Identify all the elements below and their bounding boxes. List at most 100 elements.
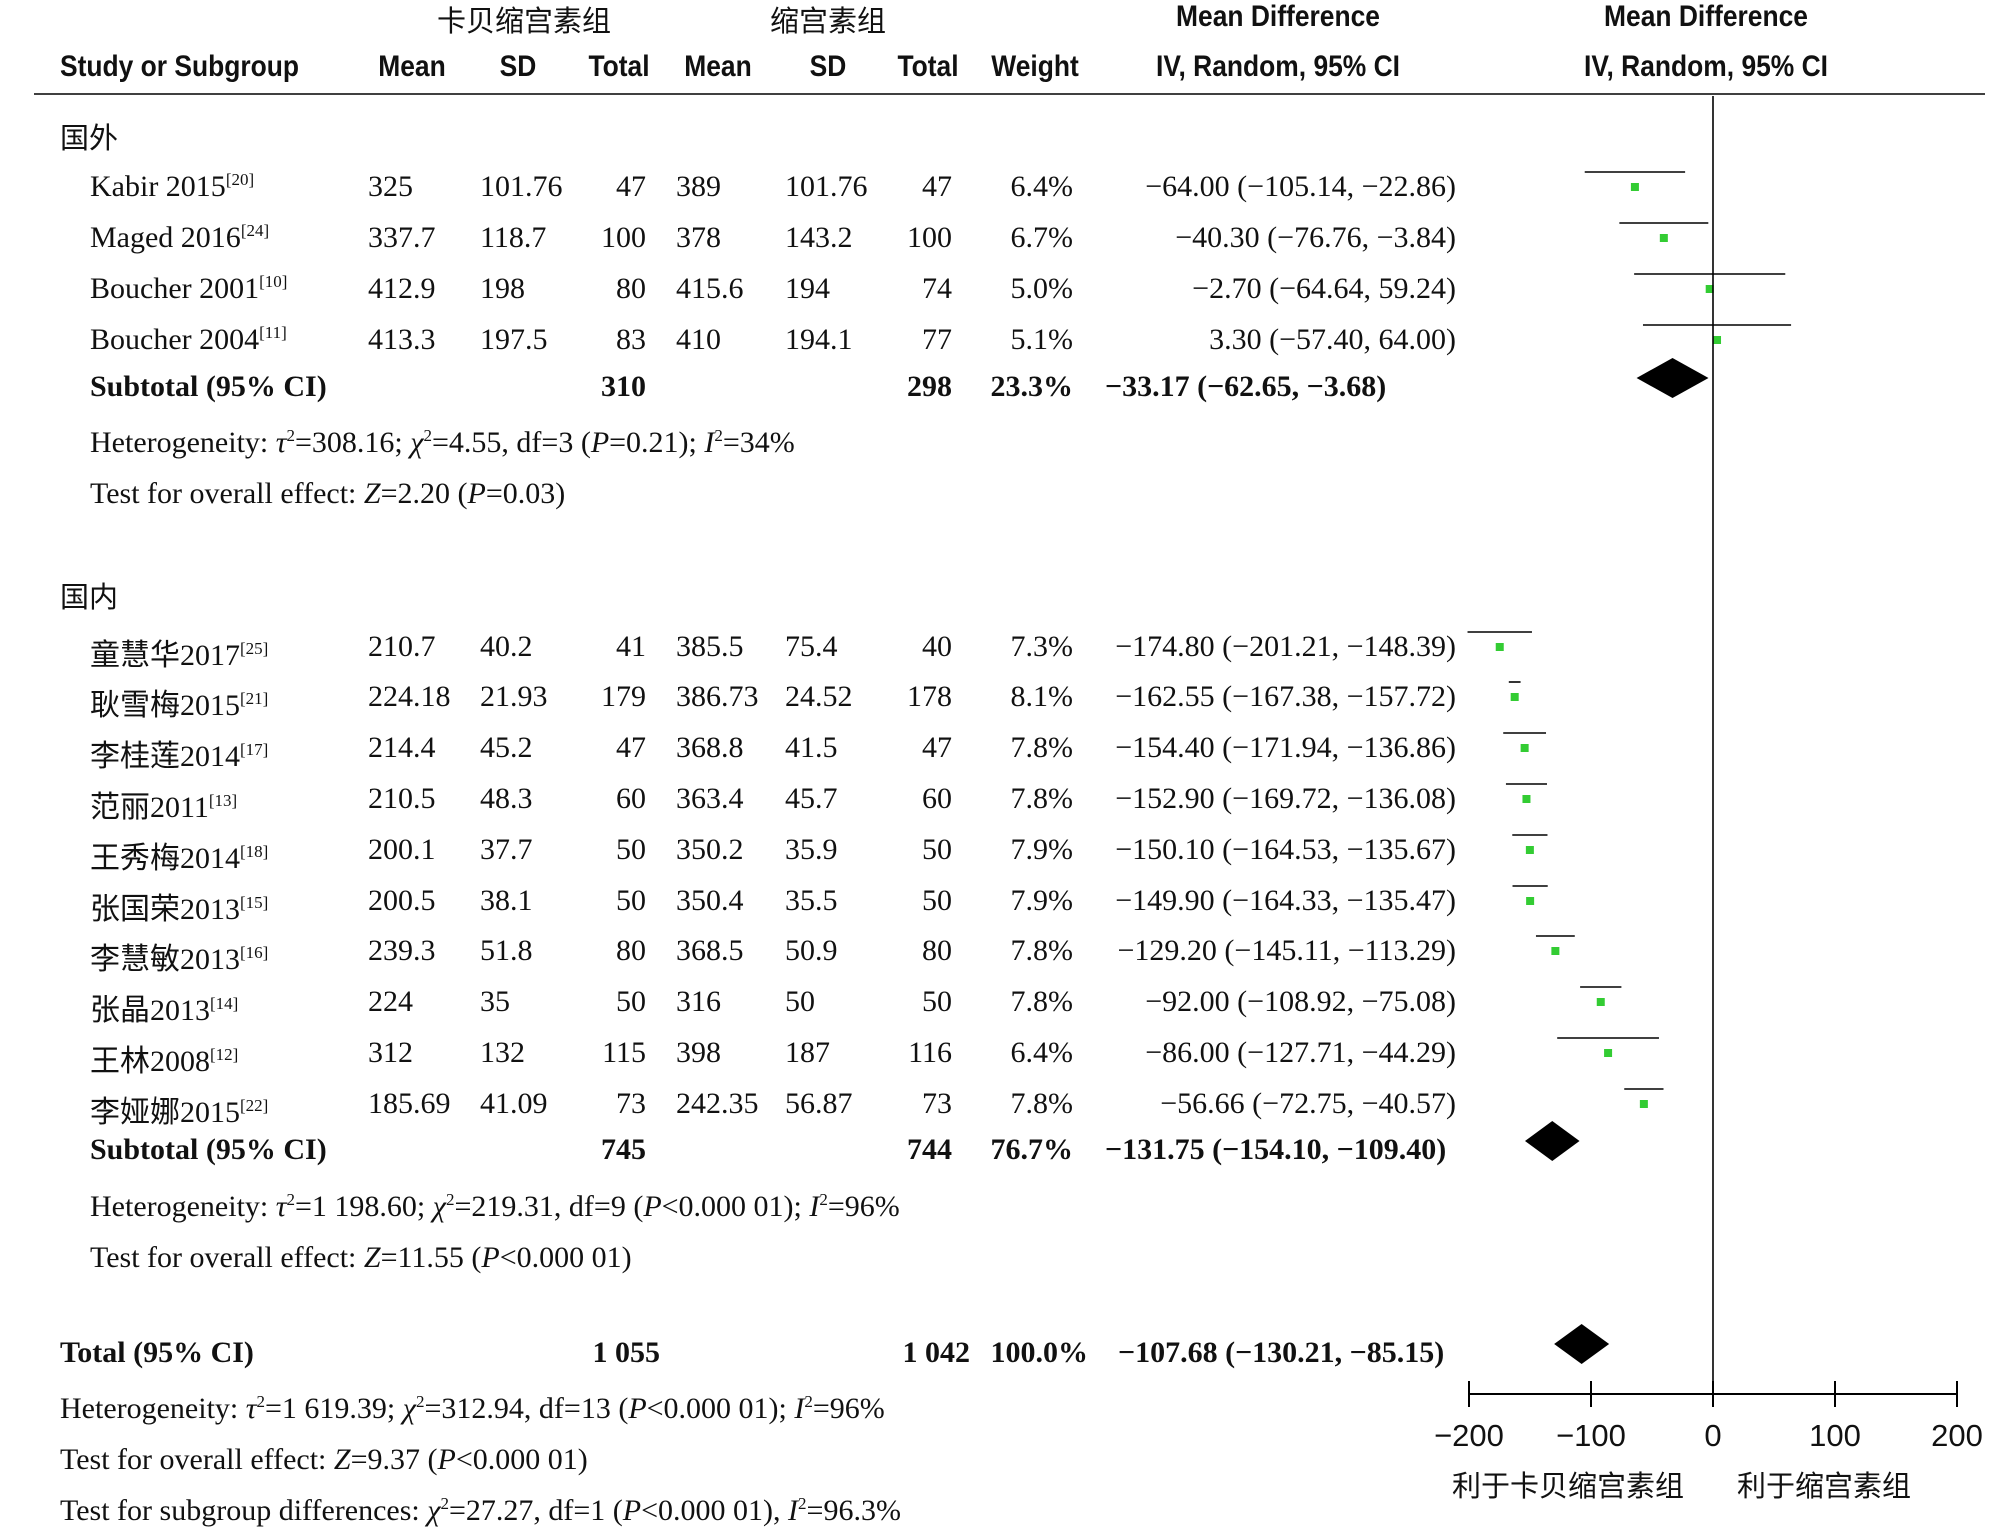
subtotal-diamond-0 xyxy=(1636,358,1709,398)
study-row-2-ref: [10] xyxy=(259,272,288,291)
study-row-0-weight: 6.4% xyxy=(1010,170,1074,203)
overall-effect-1-label: Test for overall effect: xyxy=(90,1241,364,1274)
study-row-13-weight: 7.8% xyxy=(1010,1087,1074,1120)
study-row-4-point xyxy=(1495,643,1504,651)
overall-effect-1-p-value: <0.000 01) xyxy=(499,1241,632,1274)
study-row-6-ci: −154.40 (−171.94, −136.86) xyxy=(1115,731,1456,764)
x-tick-label-4: 200 xyxy=(1931,1418,1983,1453)
study-row-12-point xyxy=(1604,1049,1613,1057)
total-ci: −107.68 (−130.21, −85.15) xyxy=(1118,1336,1445,1369)
study-row-6-weight: 7.8% xyxy=(1010,731,1074,764)
study-row-10-ctl-sd: 50.9 xyxy=(785,934,838,967)
study-row-9-ctl-sd: 35.5 xyxy=(785,884,838,917)
heterogeneity-1-p-value: <0.000 01); xyxy=(661,1190,810,1223)
overall-effect-0-z: Z xyxy=(363,477,381,510)
study-row-4-ci: −174.80 (−201.21, −148.39) xyxy=(1115,630,1456,663)
study-row-1-ci: −40.30 (−76.76, −3.84) xyxy=(1175,221,1456,254)
overall-effect-0-p-value: =0.03) xyxy=(485,477,566,510)
study-row-6-exp-mean: 214.4 xyxy=(368,731,436,764)
heterogeneity-1-tau-value: =1 198.60; xyxy=(295,1190,433,1223)
study-row-3-point xyxy=(1713,336,1722,344)
study-row-3-ctl-total: 77 xyxy=(922,323,952,356)
study-row-10-study: 李慧敏2013 xyxy=(90,943,240,976)
study-row-3-name: Boucher 2004[11] xyxy=(90,323,287,357)
study-row-13-ci: −56.66 (−72.75, −40.57) xyxy=(1160,1087,1456,1120)
study-row-12-exp-total: 115 xyxy=(602,1036,646,1069)
study-row-12-ctl-sd: 187 xyxy=(785,1036,830,1069)
heterogeneity-0-tau: τ xyxy=(275,426,287,459)
study-row-4-name: 童慧华2017[25] xyxy=(90,630,268,674)
study-row-12-ctl-mean: 398 xyxy=(676,1036,721,1069)
study-row-10-weight: 7.8% xyxy=(1010,934,1074,967)
heterogeneity-1-i-sup: 2 xyxy=(819,1190,828,1209)
study-row-2-point xyxy=(1705,285,1714,293)
study-row-7-study: 范丽2011 xyxy=(90,791,209,824)
study-row-11-exp-sd: 35 xyxy=(480,985,510,1018)
study-row-12-exp-mean: 312 xyxy=(368,1036,413,1069)
overall-effect-1: Test for overall effect: Z=11.55 (P<0.00… xyxy=(90,1241,632,1275)
study-row-9-ref: [15] xyxy=(240,893,269,912)
study-row-5-point xyxy=(1510,693,1519,701)
md-title: Mean Difference xyxy=(1176,0,1380,33)
total-overall-effect-z: Z xyxy=(333,1443,351,1476)
study-row-5-name: 耿雪梅2015[21] xyxy=(90,680,268,724)
study-row-3-ctl-mean: 410 xyxy=(676,323,721,356)
total-heterogeneity-p: P xyxy=(628,1392,647,1425)
study-row-0-ctl-sd: 101.76 xyxy=(785,170,868,203)
study-row-10-exp-mean: 239.3 xyxy=(368,934,436,967)
total-overall-effect-z-value: =9.37 ( xyxy=(350,1443,438,1476)
study-row-0-point xyxy=(1630,183,1639,191)
total-heterogeneity-tau-value: =1 619.39; xyxy=(265,1392,403,1425)
subgroup-title-0: 国外 xyxy=(60,121,119,155)
subgroup-differences-p-value: <0.000 01), xyxy=(641,1494,789,1527)
study-row-5-ctl-mean: 386.73 xyxy=(676,680,759,713)
study-row-11-point xyxy=(1596,998,1605,1006)
study-row-13-ctl-sd: 56.87 xyxy=(785,1087,853,1120)
study-row-5-exp-sd: 21.93 xyxy=(480,680,548,713)
study-row-7-exp-total: 60 xyxy=(616,782,646,815)
study-row-9-exp-total: 50 xyxy=(616,884,646,917)
total-heterogeneity-label: Heterogeneity: xyxy=(60,1392,246,1425)
study-row-5-ctl-total: 178 xyxy=(907,680,952,713)
col-exp-total: Total xyxy=(588,50,650,83)
study-row-1-exp-total: 100 xyxy=(601,221,646,254)
study-row-10-ci: −129.20 (−145.11, −113.29) xyxy=(1117,934,1456,967)
subgroup-differences-chi: χ xyxy=(427,1494,441,1527)
heterogeneity-1-chi: χ xyxy=(432,1190,446,1223)
subgroup-differences-chi-sup: 2 xyxy=(440,1494,449,1513)
study-row-1-ctl-sd: 143.2 xyxy=(785,221,853,254)
study-row-6-exp-total: 47 xyxy=(616,731,646,764)
col-weight: Weight xyxy=(991,50,1079,83)
study-row-10-ctl-total: 80 xyxy=(922,934,952,967)
study-row-10-name: 李慧敏2013[16] xyxy=(90,934,268,978)
study-row-6-study: 李桂莲2014 xyxy=(90,740,240,773)
study-row-1-exp-mean: 337.7 xyxy=(368,221,436,254)
col-study: Study or Subgroup xyxy=(60,50,300,83)
study-row-2-exp-mean: 412.9 xyxy=(368,272,436,305)
study-row-3-study: Boucher 2004 xyxy=(90,323,260,356)
study-row-6-name: 李桂莲2014[17] xyxy=(90,731,268,775)
study-row-7-ctl-total: 60 xyxy=(922,782,952,815)
subtotal-row-1-weight: 76.7% xyxy=(990,1133,1074,1166)
subtotal-row-1-ci: −131.75 (−154.10, −109.40) xyxy=(1105,1133,1447,1166)
plot-method: IV, Random, 95% CI xyxy=(1583,50,1829,83)
study-row-2-name: Boucher 2001[10] xyxy=(90,272,287,306)
study-row-4-ctl-sd: 75.4 xyxy=(785,630,838,663)
study-row-4-exp-sd: 40.2 xyxy=(480,630,533,663)
study-row-11-ctl-mean: 316 xyxy=(676,985,721,1018)
study-row-2-ci: −2.70 (−64.64, 59.24) xyxy=(1192,272,1456,305)
x-tick-label-0: −200 xyxy=(1434,1418,1504,1453)
subtotal-row-1-ctl-total: 744 xyxy=(907,1133,952,1166)
study-row-5-exp-total: 179 xyxy=(601,680,646,713)
study-row-7-ctl-sd: 45.7 xyxy=(785,782,838,815)
study-row-9-name: 张国荣2013[15] xyxy=(90,884,268,928)
overall-effect-0-p: P xyxy=(467,477,486,510)
study-row-6-ctl-sd: 41.5 xyxy=(785,731,838,764)
study-row-1-ref: [24] xyxy=(240,221,270,240)
subgroup-differences-i-sup: 2 xyxy=(798,1494,807,1513)
study-row-11-ctl-total: 50 xyxy=(922,985,952,1018)
study-row-4-exp-total: 41 xyxy=(616,630,646,663)
total-heterogeneity-i-sup: 2 xyxy=(804,1392,813,1411)
subgroup-differences-i: I xyxy=(788,1494,799,1527)
total-heterogeneity: Heterogeneity: τ2=1 619.39; χ2=312.94, d… xyxy=(60,1392,885,1426)
